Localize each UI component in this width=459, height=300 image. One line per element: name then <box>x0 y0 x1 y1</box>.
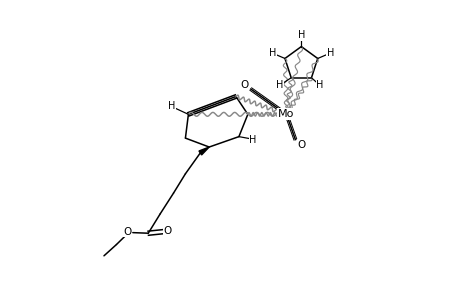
Text: O: O <box>240 80 248 90</box>
Text: O: O <box>297 140 305 150</box>
Text: H: H <box>326 48 333 58</box>
Text: H: H <box>275 80 283 90</box>
Text: Mo: Mo <box>278 109 294 119</box>
Text: H: H <box>249 135 256 145</box>
Polygon shape <box>199 147 209 155</box>
Text: H: H <box>168 101 175 111</box>
Text: O: O <box>163 226 171 236</box>
Text: H: H <box>297 30 304 40</box>
Text: H: H <box>315 80 323 90</box>
Text: H: H <box>268 48 275 58</box>
Text: O: O <box>123 227 131 237</box>
